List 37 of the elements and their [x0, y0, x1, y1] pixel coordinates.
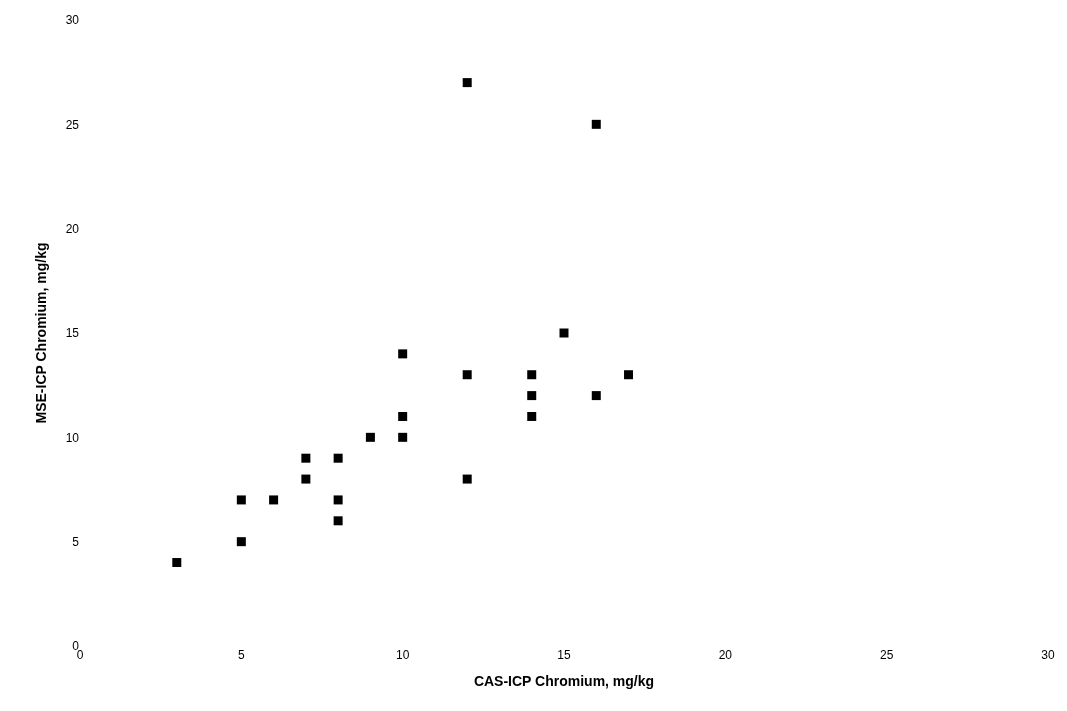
y-tick-label: 30: [65, 13, 80, 28]
point: [527, 411, 537, 421]
point: [462, 474, 472, 484]
point: [333, 453, 343, 463]
point: [462, 370, 472, 380]
x-tick-label: 10: [395, 648, 410, 662]
x-tick-label: 30: [1041, 648, 1055, 662]
point: [301, 474, 311, 484]
point: [333, 495, 343, 505]
point: [236, 537, 246, 547]
point: [365, 432, 375, 442]
x-tick-label: 15: [557, 648, 571, 662]
x-axis-title: CAS-ICP Chromium, mg/kg: [473, 673, 655, 690]
point: [624, 370, 634, 380]
point: [269, 495, 279, 505]
y-tick-label: 10: [65, 430, 80, 445]
x-tick-label: 25: [879, 648, 894, 662]
y-tick-label: 25: [65, 117, 80, 132]
point: [591, 391, 601, 401]
point: [236, 495, 246, 505]
point: [333, 516, 343, 526]
point: [398, 349, 408, 359]
y-tick-label: 5: [72, 534, 80, 549]
y-tick-label: 15: [65, 326, 80, 341]
point: [591, 119, 601, 129]
point: [559, 328, 569, 338]
point: [398, 432, 408, 442]
point: [301, 453, 311, 463]
x-tick-label: 5: [237, 648, 245, 662]
point: [462, 78, 472, 88]
y-axis-title: MSE-ICP Chromium, mg/kg: [33, 242, 50, 424]
point: [398, 411, 408, 421]
point: [527, 370, 537, 380]
point: [527, 391, 537, 401]
y-tick-label: 20: [65, 221, 80, 236]
x-tick-label: 20: [718, 648, 733, 662]
point: [172, 558, 182, 568]
